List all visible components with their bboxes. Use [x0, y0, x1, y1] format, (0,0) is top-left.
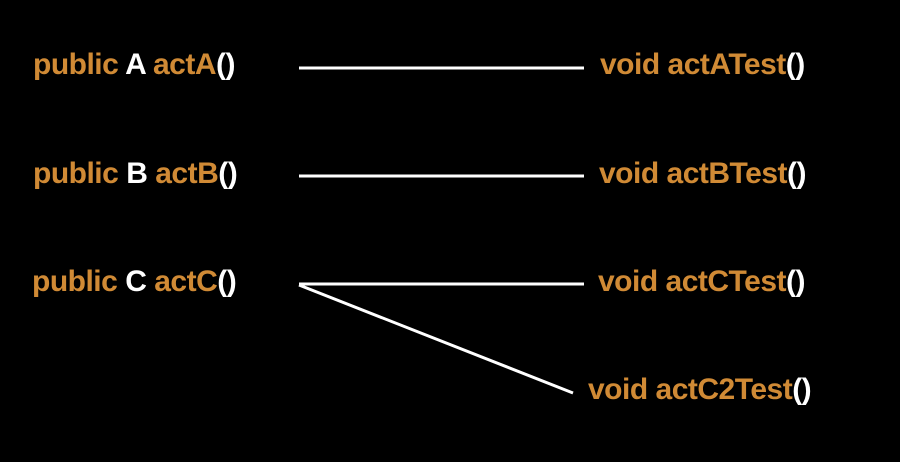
return-type-keyword: void: [588, 373, 648, 406]
method-name: actB: [155, 157, 219, 190]
test-signature-actbtest: void actBTest(): [599, 156, 806, 192]
test-name: actATest: [667, 48, 787, 81]
link-actc-to-actc2test: [298, 283, 574, 395]
method-signature-actb: public B actB(): [33, 156, 238, 192]
method-signature-acta: public A actA(): [33, 47, 235, 83]
return-type: A: [125, 48, 146, 81]
return-type: C: [125, 265, 147, 298]
test-signature-actctest: void actCTest(): [598, 264, 805, 300]
test-parens: (): [785, 48, 805, 81]
test-name: actCTest: [665, 265, 787, 298]
test-parens: (): [792, 373, 812, 406]
return-type-keyword: void: [600, 48, 660, 81]
return-type-keyword: void: [599, 157, 659, 190]
modifier-keyword: public: [33, 157, 119, 190]
return-type: B: [126, 157, 148, 190]
return-type-keyword: void: [598, 265, 658, 298]
method-parens: (): [216, 48, 235, 81]
test-name: actC2Test: [655, 373, 793, 406]
test-name: actBTest: [666, 157, 788, 190]
method-name: actA: [152, 48, 217, 81]
method-name: actC: [154, 265, 218, 298]
test-signature-actatest: void actATest(): [600, 47, 805, 83]
method-parens: (): [217, 265, 237, 298]
test-parens: (): [786, 265, 805, 298]
test-signature-actc2test: void actC2Test(): [588, 372, 812, 408]
method-signature-actc: public C actC(): [32, 264, 237, 300]
modifier-keyword: public: [33, 48, 119, 81]
method-parens: (): [218, 157, 238, 190]
modifier-keyword: public: [32, 265, 118, 298]
test-parens: (): [787, 157, 806, 190]
